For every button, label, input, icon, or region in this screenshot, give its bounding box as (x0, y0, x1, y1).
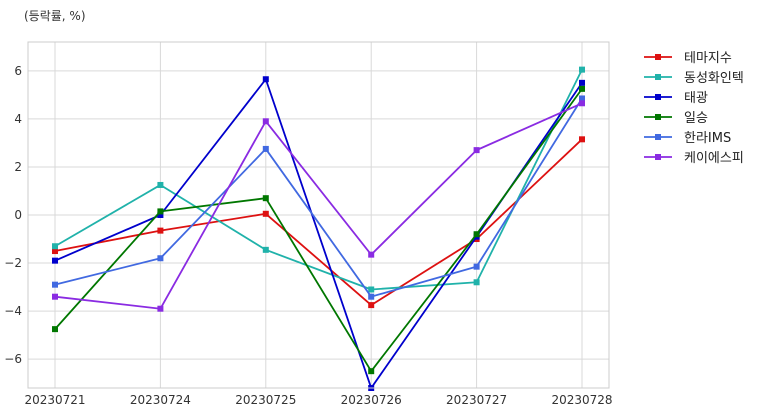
data-point (52, 293, 58, 300)
series-line (54, 102, 583, 310)
data-point (579, 100, 585, 107)
data-point (368, 286, 375, 293)
legend-label: 일승 (684, 111, 708, 126)
x-tick-label: 20230728 (551, 393, 612, 407)
data-point (579, 79, 585, 86)
legend-marker (655, 94, 661, 100)
legend-marker (655, 154, 661, 160)
legend-marker (655, 134, 661, 140)
data-point (157, 208, 164, 215)
legend-marker (655, 114, 661, 120)
y-tick-label: 2 (14, 160, 22, 174)
legend-item: 일승 (644, 111, 708, 126)
data-point (262, 76, 269, 83)
legend-item: 테마지수 (644, 51, 732, 66)
axes: −6 −4 −2 0 2 4 6 20230721 20230724 20230725 202307… (4, 64, 612, 407)
data-point (473, 263, 480, 270)
data-point (52, 257, 58, 264)
data-point (52, 281, 58, 288)
series-4 (52, 85, 585, 375)
legend-label: 한라IMS (684, 131, 731, 146)
y-tick-label: −4 (4, 304, 22, 318)
unit-label: (등락률, %) (24, 9, 86, 23)
legend-label: 테마지수 (684, 51, 732, 66)
y-tick-label: 6 (14, 64, 22, 78)
legend-item: 태광 (644, 91, 708, 106)
series-line (54, 138, 583, 307)
series-layer (52, 66, 585, 391)
data-point (52, 248, 58, 255)
legend-label: 케이에스피 (684, 151, 744, 166)
data-point (262, 145, 269, 152)
data-point (157, 181, 164, 188)
legend-marker (655, 74, 661, 80)
data-point (52, 326, 58, 333)
x-tick-label: 20230721 (24, 393, 85, 407)
x-tick-label: 20230726 (341, 393, 402, 407)
legend-item: 한라IMS (644, 131, 731, 146)
y-tick-label: −2 (4, 256, 22, 270)
data-point (262, 195, 269, 202)
x-tick-label: 20230725 (235, 393, 296, 407)
series-6 (52, 100, 585, 312)
data-point (473, 279, 480, 286)
data-point (579, 95, 585, 102)
legend-label: 동성화인텍 (684, 71, 744, 86)
legend-marker (655, 54, 661, 60)
data-point (368, 293, 375, 300)
x-tick-label: 20230727 (446, 393, 507, 407)
data-point (473, 147, 480, 154)
legend-item: 동성화인텍 (644, 71, 744, 86)
data-point (262, 210, 269, 217)
plot-frame (27, 41, 610, 389)
data-point (157, 305, 164, 312)
data-point (579, 136, 585, 143)
data-point (368, 302, 375, 309)
series-2 (52, 66, 585, 293)
x-tick-label: 20230724 (130, 393, 191, 407)
data-point (157, 227, 164, 234)
data-point (157, 255, 164, 262)
legend-label: 태광 (684, 91, 708, 106)
legend-item: 케이에스피 (644, 151, 744, 166)
series-5 (52, 95, 585, 300)
series-line (54, 97, 583, 298)
y-tick-label: −6 (4, 352, 22, 366)
data-point (368, 251, 375, 258)
y-tick-label: 4 (14, 112, 22, 126)
data-point (262, 246, 269, 253)
data-point (262, 118, 269, 125)
data-point (52, 243, 58, 250)
series-line (54, 88, 583, 373)
series-line (54, 69, 583, 291)
data-point (368, 368, 375, 375)
data-point (579, 85, 585, 92)
data-point (473, 231, 480, 238)
y-tick-label: 0 (14, 208, 22, 222)
data-point (157, 212, 164, 218)
data-point (579, 66, 585, 73)
